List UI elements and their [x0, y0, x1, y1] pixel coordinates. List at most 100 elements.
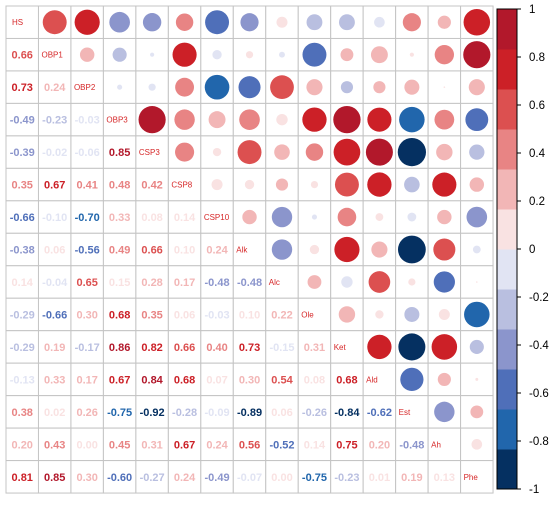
cell-Phe-Phe: Phe — [460, 460, 494, 494]
grid-cell — [102, 297, 137, 332]
grid-cell — [37, 167, 72, 202]
cell-OBP2-Alk — [232, 70, 267, 104]
grid-cell — [395, 427, 429, 462]
correlation-value: 0.41 — [76, 180, 97, 192]
cell-Est-OBP3: -0.75 — [102, 395, 137, 429]
correlation-circle — [212, 50, 222, 60]
correlation-value: 0.66 — [174, 342, 195, 354]
correlation-circle — [112, 47, 127, 62]
correlation-circle — [174, 109, 195, 130]
correlation-value: -0.56 — [75, 245, 100, 257]
cell-Alc-CSP8: 0.17 — [167, 265, 202, 299]
cell-Est-CSP3: -0.92 — [135, 395, 169, 429]
cell-OBP2-OBP3 — [102, 70, 137, 104]
cell-Phe-Ket: -0.23 — [330, 460, 364, 494]
correlation-circle — [433, 238, 456, 261]
correlation-circle — [270, 75, 294, 100]
correlation-value: 0.56 — [239, 439, 260, 451]
cell-HS-Alk — [232, 5, 267, 39]
correlation-circle — [302, 42, 327, 67]
correlation-value: -0.84 — [334, 407, 360, 419]
correlation-circle — [205, 10, 230, 35]
grid-cell — [135, 200, 169, 234]
cell-Alk-OBP3: 0.49 — [102, 232, 137, 267]
correlation-value: 0.38 — [12, 407, 33, 419]
cell-HS-Ole — [297, 5, 332, 39]
cell-Ald-Ah — [427, 362, 462, 397]
colorbar-tick-label: 0.4 — [529, 148, 546, 160]
correlation-circle — [399, 106, 425, 133]
correlation-circle — [311, 214, 318, 220]
grid-cell — [200, 460, 234, 494]
cell-CSP8-CSP10 — [200, 167, 234, 202]
cell-Alc-Ah — [427, 265, 462, 299]
correlation-value: 0.84 — [141, 374, 163, 386]
cell-CSP8-Ah — [427, 167, 462, 202]
correlation-value: 0.06 — [174, 309, 195, 321]
cell-CSP10-OBP2: -0.70 — [70, 200, 104, 234]
correlation-circle — [365, 138, 393, 166]
correlation-circle — [239, 109, 260, 130]
cell-Ket-Ah — [427, 330, 462, 364]
cell-Ah-Phe — [460, 427, 494, 462]
correlation-circle — [475, 377, 479, 381]
cell-Ald-Est — [395, 362, 429, 397]
correlation-value: 0.68 — [336, 374, 357, 386]
correlation-circle — [437, 15, 451, 29]
cell-Ole-Ah — [427, 297, 462, 332]
correlation-value: -0.03 — [205, 309, 230, 321]
correlation-circle — [42, 10, 67, 35]
cell-OBP3-Phe — [460, 102, 494, 137]
cell-CSP3-Alk — [232, 135, 267, 169]
grid-cell — [5, 5, 39, 39]
cell-CSP8-Est — [395, 167, 429, 202]
correlation-value: -0.70 — [75, 212, 100, 224]
correlation-value: 0.85 — [109, 147, 130, 159]
grid-cell — [5, 395, 39, 429]
cell-OBP3-OBP3: OBP3 — [102, 102, 137, 137]
cell-Ah-Ket: 0.75 — [330, 427, 364, 462]
colorbar-tick-label: -0.4 — [529, 340, 549, 352]
cell-Phe-CSP8: 0.24 — [167, 460, 202, 494]
cell-Ket-HS: -0.29 — [5, 330, 39, 364]
correlation-value: 0.24 — [206, 439, 228, 451]
grid-cell — [460, 362, 494, 397]
correlation-circle — [175, 13, 194, 31]
correlation-circle — [337, 207, 357, 227]
cell-Est-Phe — [460, 395, 494, 429]
correlation-value: 0.66 — [141, 245, 162, 257]
cell-HS-HS: HS — [5, 5, 39, 39]
cell-Alc-CSP10: -0.48 — [200, 265, 234, 299]
cell-Alc-Ole — [297, 265, 332, 299]
cell-CSP8-Alk — [232, 167, 267, 202]
correlation-value: 0.48 — [109, 180, 130, 192]
correlation-value: 0.00 — [76, 439, 97, 451]
cell-Ah-OBP2: 0.00 — [70, 427, 104, 462]
grid-cell — [70, 265, 104, 299]
correlation-value: 0.49 — [109, 245, 130, 257]
cell-CSP3-OBP1: -0.02 — [37, 135, 72, 169]
cell-CSP10-CSP10: CSP10 — [200, 200, 234, 234]
colorbar-segment — [497, 329, 517, 370]
cell-OBP1-Ah — [427, 37, 462, 72]
cell-CSP3-Ah — [427, 135, 462, 169]
correlation-circle — [138, 106, 166, 134]
correlation-circle — [443, 86, 446, 88]
cell-OBP2-OBP2: OBP2 — [70, 70, 104, 104]
cell-OBP1-OBP1: OBP1 — [37, 37, 72, 72]
cell-Ole-OBP2: 0.30 — [70, 297, 104, 332]
correlation-circle — [242, 209, 257, 225]
cell-Alk-Alk: Alk — [232, 232, 267, 267]
correlation-value: 0.28 — [141, 277, 162, 289]
correlation-circle — [375, 213, 384, 221]
cell-CSP3-Ole — [297, 135, 332, 169]
cell-CSP8-Ald — [362, 167, 397, 202]
cell-Alk-CSP3: 0.66 — [135, 232, 169, 267]
grid-cell — [70, 232, 104, 267]
cell-Ket-Phe — [460, 330, 494, 364]
correlation-value: 0.30 — [76, 472, 97, 484]
correlation-value: 0.20 — [369, 439, 390, 451]
cell-Ah-CSP10: 0.24 — [200, 427, 234, 462]
correlation-circle — [341, 276, 353, 288]
cell-OBP1-Est — [395, 37, 429, 72]
